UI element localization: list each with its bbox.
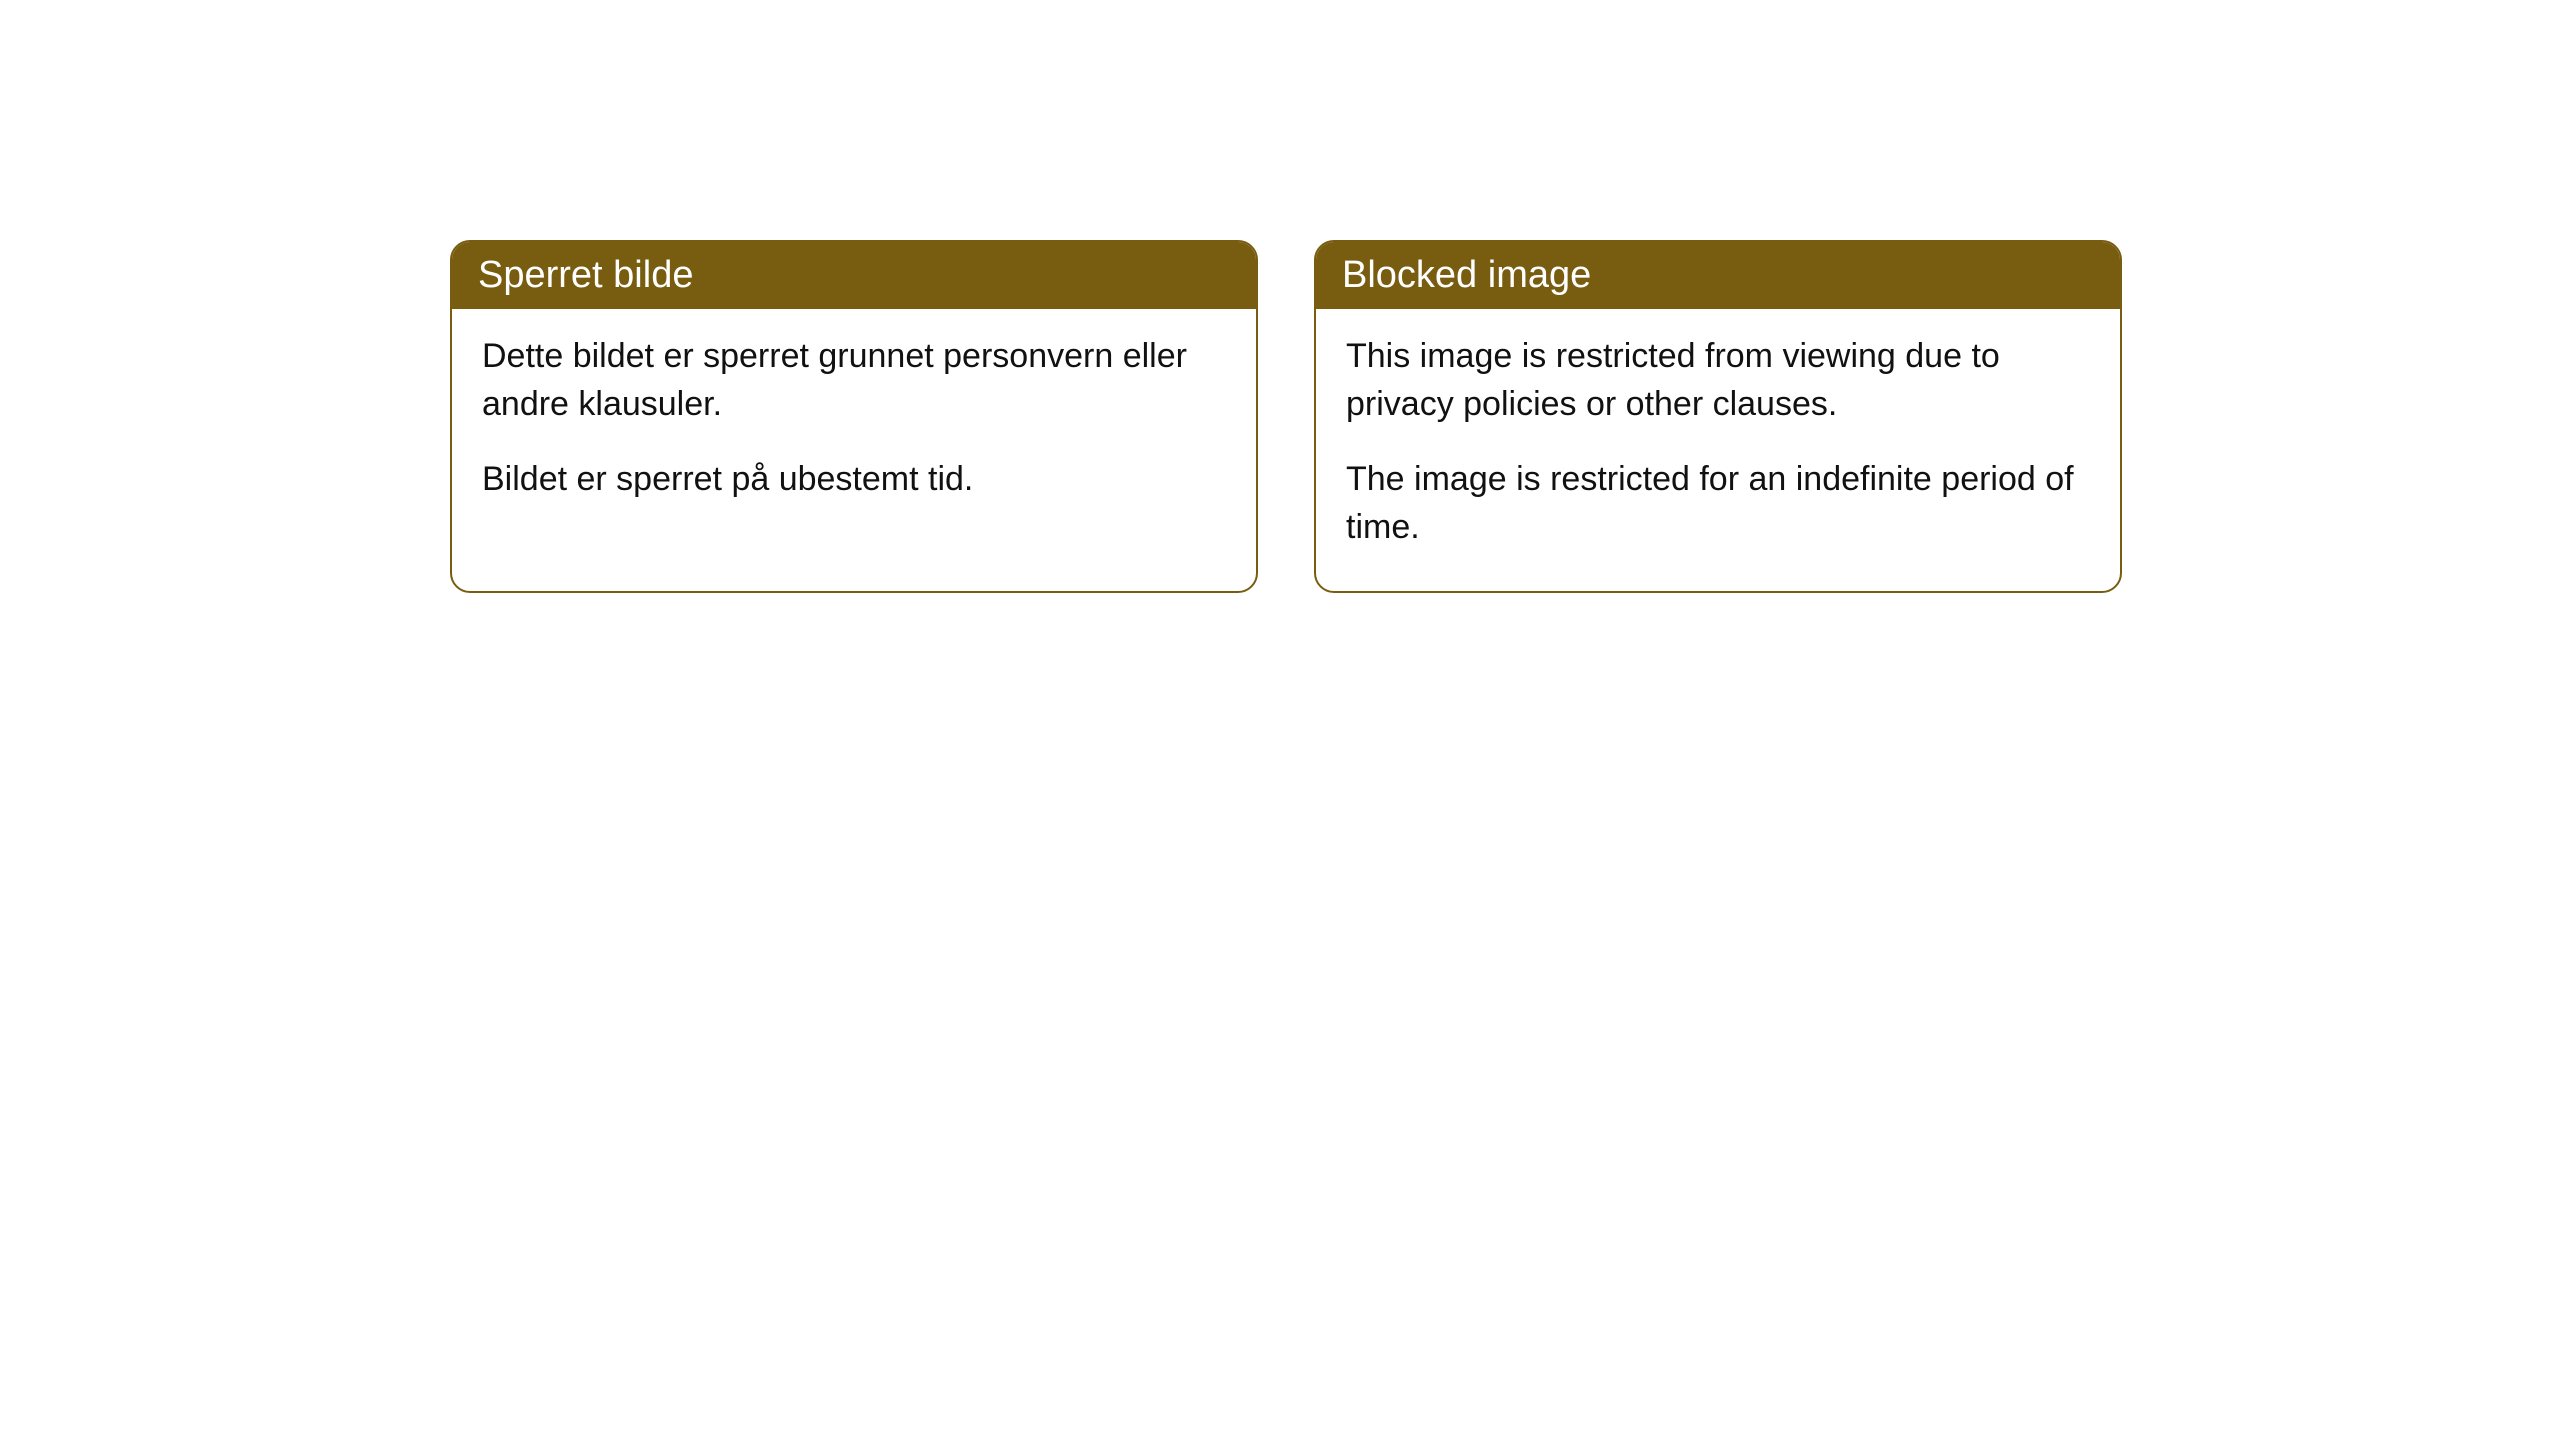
card-paragraph-1-norwegian: Dette bildet er sperret grunnet personve… — [482, 333, 1226, 428]
card-header-norwegian: Sperret bilde — [452, 242, 1256, 309]
card-paragraph-2-english: The image is restricted for an indefinit… — [1346, 456, 2090, 551]
blocked-image-card-english: Blocked image This image is restricted f… — [1314, 240, 2122, 593]
card-container: Sperret bilde Dette bildet er sperret gr… — [0, 0, 2560, 593]
card-title-english: Blocked image — [1342, 254, 1591, 296]
card-paragraph-2-norwegian: Bildet er sperret på ubestemt tid. — [482, 456, 1226, 504]
card-title-norwegian: Sperret bilde — [478, 254, 693, 296]
card-paragraph-1-english: This image is restricted from viewing du… — [1346, 333, 2090, 428]
blocked-image-card-norwegian: Sperret bilde Dette bildet er sperret gr… — [450, 240, 1258, 593]
card-body-norwegian: Dette bildet er sperret grunnet personve… — [452, 309, 1256, 544]
card-header-english: Blocked image — [1316, 242, 2120, 309]
card-body-english: This image is restricted from viewing du… — [1316, 309, 2120, 591]
